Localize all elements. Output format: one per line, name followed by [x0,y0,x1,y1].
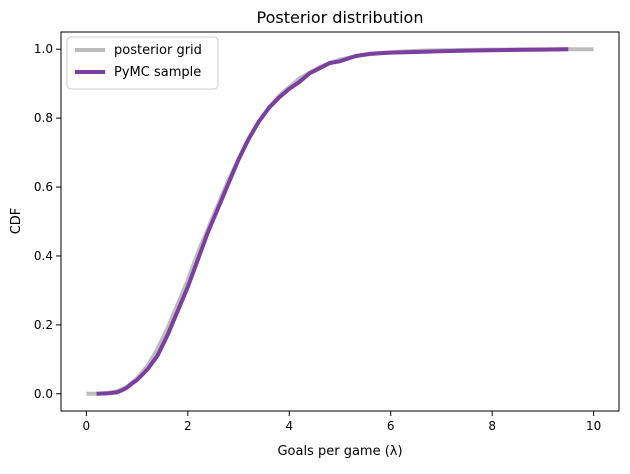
y-tick-label: 0.6 [34,180,53,194]
lines-layer [86,47,594,396]
x-tick-label: 2 [184,419,192,433]
y-tick-label: 0.4 [34,249,53,263]
x-tick-label: 6 [387,419,395,433]
x-tick-label: 0 [83,419,91,433]
x-axis: 0 2 4 6 8 10 [83,411,601,433]
series-line-2 [96,47,569,396]
x-tick-label: 4 [285,419,293,433]
y-axis-label: CDF [9,208,24,235]
x-tick-label: 10 [586,419,601,433]
legend-label-1: posterior grid [114,43,202,58]
x-tick-label: 8 [488,419,496,433]
y-tick-label: 0.8 [34,111,53,125]
legend: posterior grid PyMC sample [66,36,219,90]
chart-title: Posterior distribution [257,8,424,27]
legend-label-2: PyMC sample [114,65,201,80]
y-tick-label: 1.0 [34,42,53,56]
y-tick-label: 0.2 [34,318,53,332]
x-axis-label: Goals per game (λ) [277,444,402,459]
plot-area-frame [60,31,620,412]
y-tick-label: 0.0 [34,387,53,401]
y-axis: 0.0 0.2 0.4 0.6 0.8 1.0 [34,42,61,401]
